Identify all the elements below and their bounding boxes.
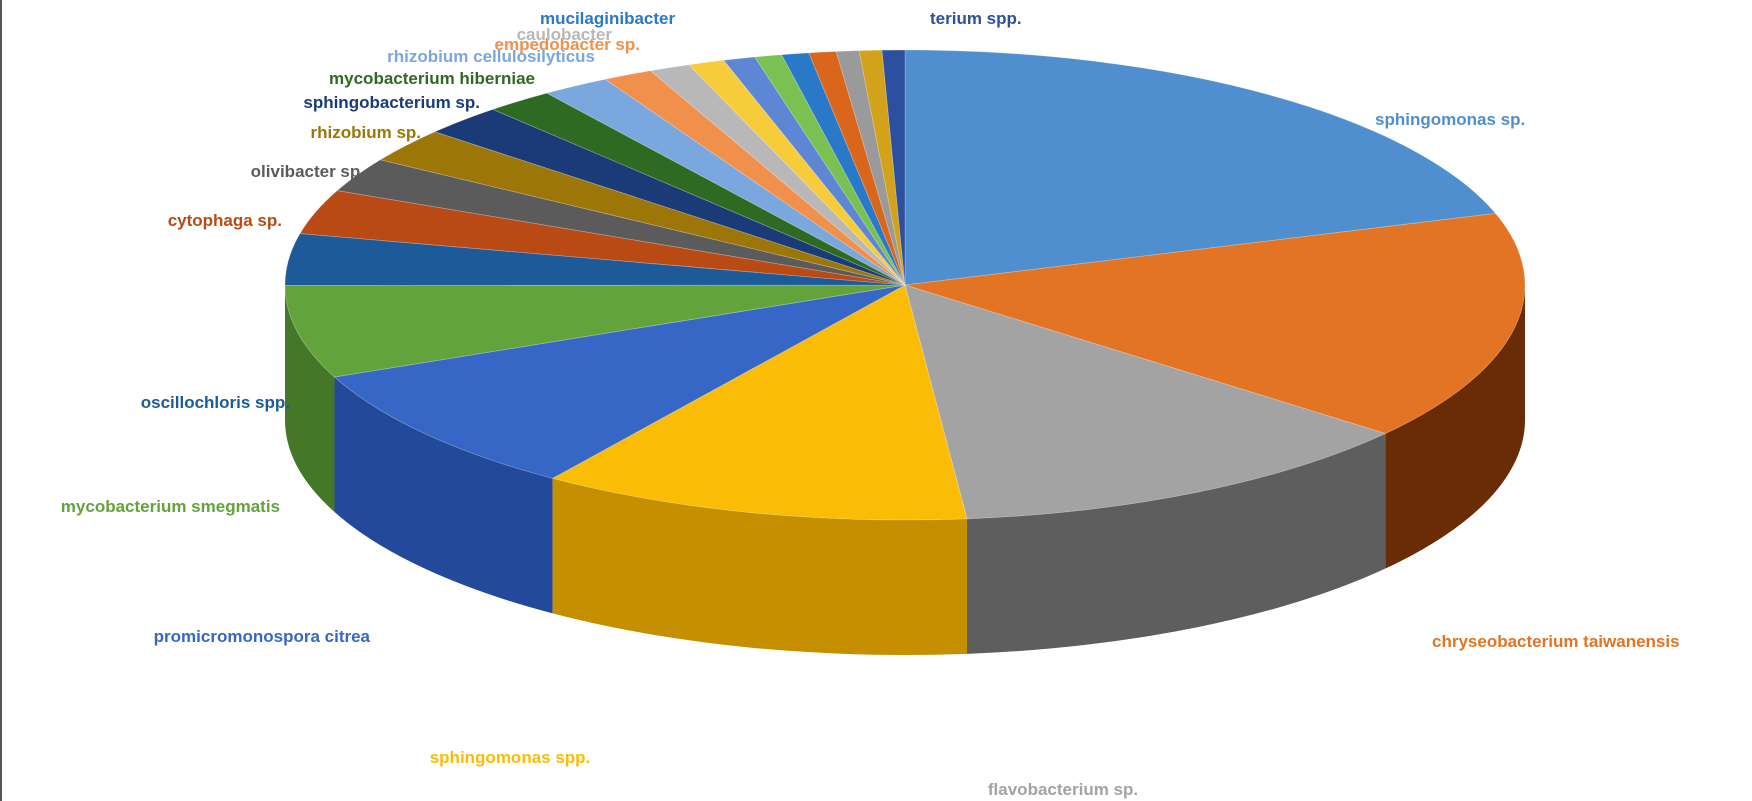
pie-label-3: sphingomonas spp. — [430, 748, 591, 767]
pie-slice-12 — [545, 78, 906, 286]
pie-slice-19 — [808, 51, 906, 286]
pie-slice-8 — [336, 159, 906, 286]
pie-label-14: caulobacter — [517, 25, 613, 44]
pie-slice-0 — [904, 49, 1497, 286]
pie-label-2: flavobacterium sp. — [988, 780, 1138, 799]
pie-slice-15 — [688, 59, 906, 286]
pie-side-3 — [552, 478, 967, 655]
pie-label-11: mycobacterium hiberniae — [329, 69, 535, 88]
pie-label-0: sphingomonas sp. — [1375, 110, 1525, 129]
left-border — [0, 0, 2, 801]
pie-label-4: promicromonospora citrea — [154, 627, 371, 646]
pie-side-walls — [285, 285, 1525, 655]
pie-labels: sphingomonas sp. chryseobacterium taiwane… — [61, 9, 1680, 799]
pie-label-8: olivibacter sp. — [251, 162, 365, 181]
pie-label-13: empedobacter sp. — [495, 35, 641, 54]
pie-slice-3 — [551, 284, 968, 521]
pie-slice-5 — [284, 284, 906, 378]
pie-slice-13 — [604, 70, 906, 286]
pie-slice-17 — [754, 54, 906, 286]
pie-slice-7 — [299, 190, 906, 286]
pie-slice-14 — [649, 64, 906, 286]
pie-label-22: terium spp. — [930, 9, 1022, 28]
pie-slice-21 — [858, 49, 906, 286]
pie-slice-22 — [881, 49, 906, 286]
pie-slice-11 — [491, 92, 906, 286]
pie-slice-4 — [333, 284, 906, 479]
pie-slice-2 — [904, 284, 1387, 520]
pie-slice-18 — [781, 52, 906, 286]
pie-slice-20 — [835, 50, 906, 286]
pie-slice-9 — [379, 131, 906, 286]
pie-top-faces — [284, 49, 1526, 521]
pie-label-9: rhizobium sp. — [311, 123, 422, 142]
pie-label-1: chryseobacterium taiwanensis — [1432, 632, 1680, 651]
pie-label-10: sphingobacterium sp. — [303, 93, 480, 112]
pie-label-7: cytophaga sp. — [168, 211, 282, 230]
pie-label-5: mycobacterium smegmatis — [61, 497, 280, 516]
pie-label-6: oscillochloris spp. — [141, 393, 290, 412]
pie-label-18: mucilaginibacter — [540, 9, 675, 28]
pie-slice-16 — [722, 56, 906, 286]
pie-slice-10 — [433, 108, 906, 286]
pie-slice-6 — [284, 233, 906, 286]
pie-slice-1 — [904, 212, 1526, 434]
pie-side-4 — [334, 377, 553, 614]
pie-label-12: rhizobium cellulosilyticus — [387, 47, 595, 66]
pie-side-1 — [1385, 285, 1525, 569]
pie-side-5 — [285, 285, 335, 513]
pie-side-2 — [966, 433, 1386, 654]
